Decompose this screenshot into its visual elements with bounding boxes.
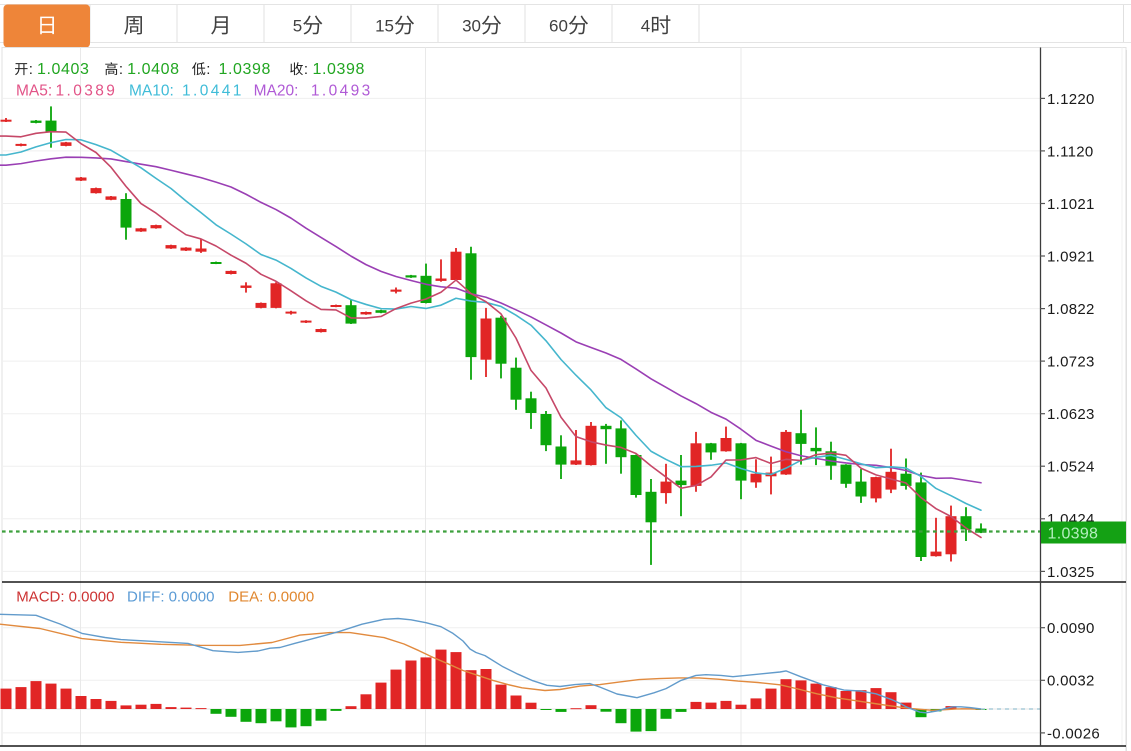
svg-text:1.0398: 1.0398 <box>219 61 272 78</box>
svg-text:DEA:: DEA: <box>228 589 263 606</box>
svg-text:30: 30 <box>462 16 481 35</box>
svg-text::: : <box>206 61 210 78</box>
svg-text:MA10:: MA10: <box>129 82 174 99</box>
svg-text:1.0325: 1.0325 <box>1047 564 1095 581</box>
svg-text:4: 4 <box>641 16 650 35</box>
svg-text:1.0408: 1.0408 <box>127 61 180 78</box>
svg-text:0.0000: 0.0000 <box>268 589 314 606</box>
svg-text:1.0524: 1.0524 <box>1047 459 1095 476</box>
svg-text:1.1220: 1.1220 <box>1047 91 1095 108</box>
svg-text:1.0921: 1.0921 <box>1047 248 1095 265</box>
svg-text:0.0090: 0.0090 <box>1047 620 1095 637</box>
svg-text:DIFF:: DIFF: <box>127 589 165 606</box>
svg-text:1.0398: 1.0398 <box>1048 526 1099 543</box>
svg-text:1.0398: 1.0398 <box>313 61 366 78</box>
svg-text:MACD:: MACD: <box>16 589 64 606</box>
svg-text::: : <box>304 61 308 78</box>
svg-text:1.0441: 1.0441 <box>182 82 244 99</box>
svg-text:1.0493: 1.0493 <box>311 82 373 99</box>
svg-text:-0.0026: -0.0026 <box>1047 725 1100 742</box>
svg-text:1.1021: 1.1021 <box>1047 196 1095 213</box>
svg-text:0.0000: 0.0000 <box>169 589 215 606</box>
svg-text:5: 5 <box>293 16 302 35</box>
svg-text:1.0723: 1.0723 <box>1047 354 1095 371</box>
svg-text:15: 15 <box>375 16 394 35</box>
svg-text:MA20:: MA20: <box>254 82 299 99</box>
svg-text::: : <box>29 61 33 78</box>
svg-text:0.0032: 0.0032 <box>1047 673 1095 690</box>
svg-text:0.0000: 0.0000 <box>69 589 115 606</box>
svg-text:1.0822: 1.0822 <box>1047 301 1095 318</box>
svg-text:MA5:: MA5: <box>16 82 52 99</box>
svg-text:1.0403: 1.0403 <box>37 61 90 78</box>
svg-text:1.1120: 1.1120 <box>1047 143 1094 160</box>
svg-text::: : <box>119 61 123 78</box>
svg-text:60: 60 <box>549 16 568 35</box>
svg-text:1.0623: 1.0623 <box>1047 406 1095 423</box>
svg-text:1.0389: 1.0389 <box>56 82 118 99</box>
